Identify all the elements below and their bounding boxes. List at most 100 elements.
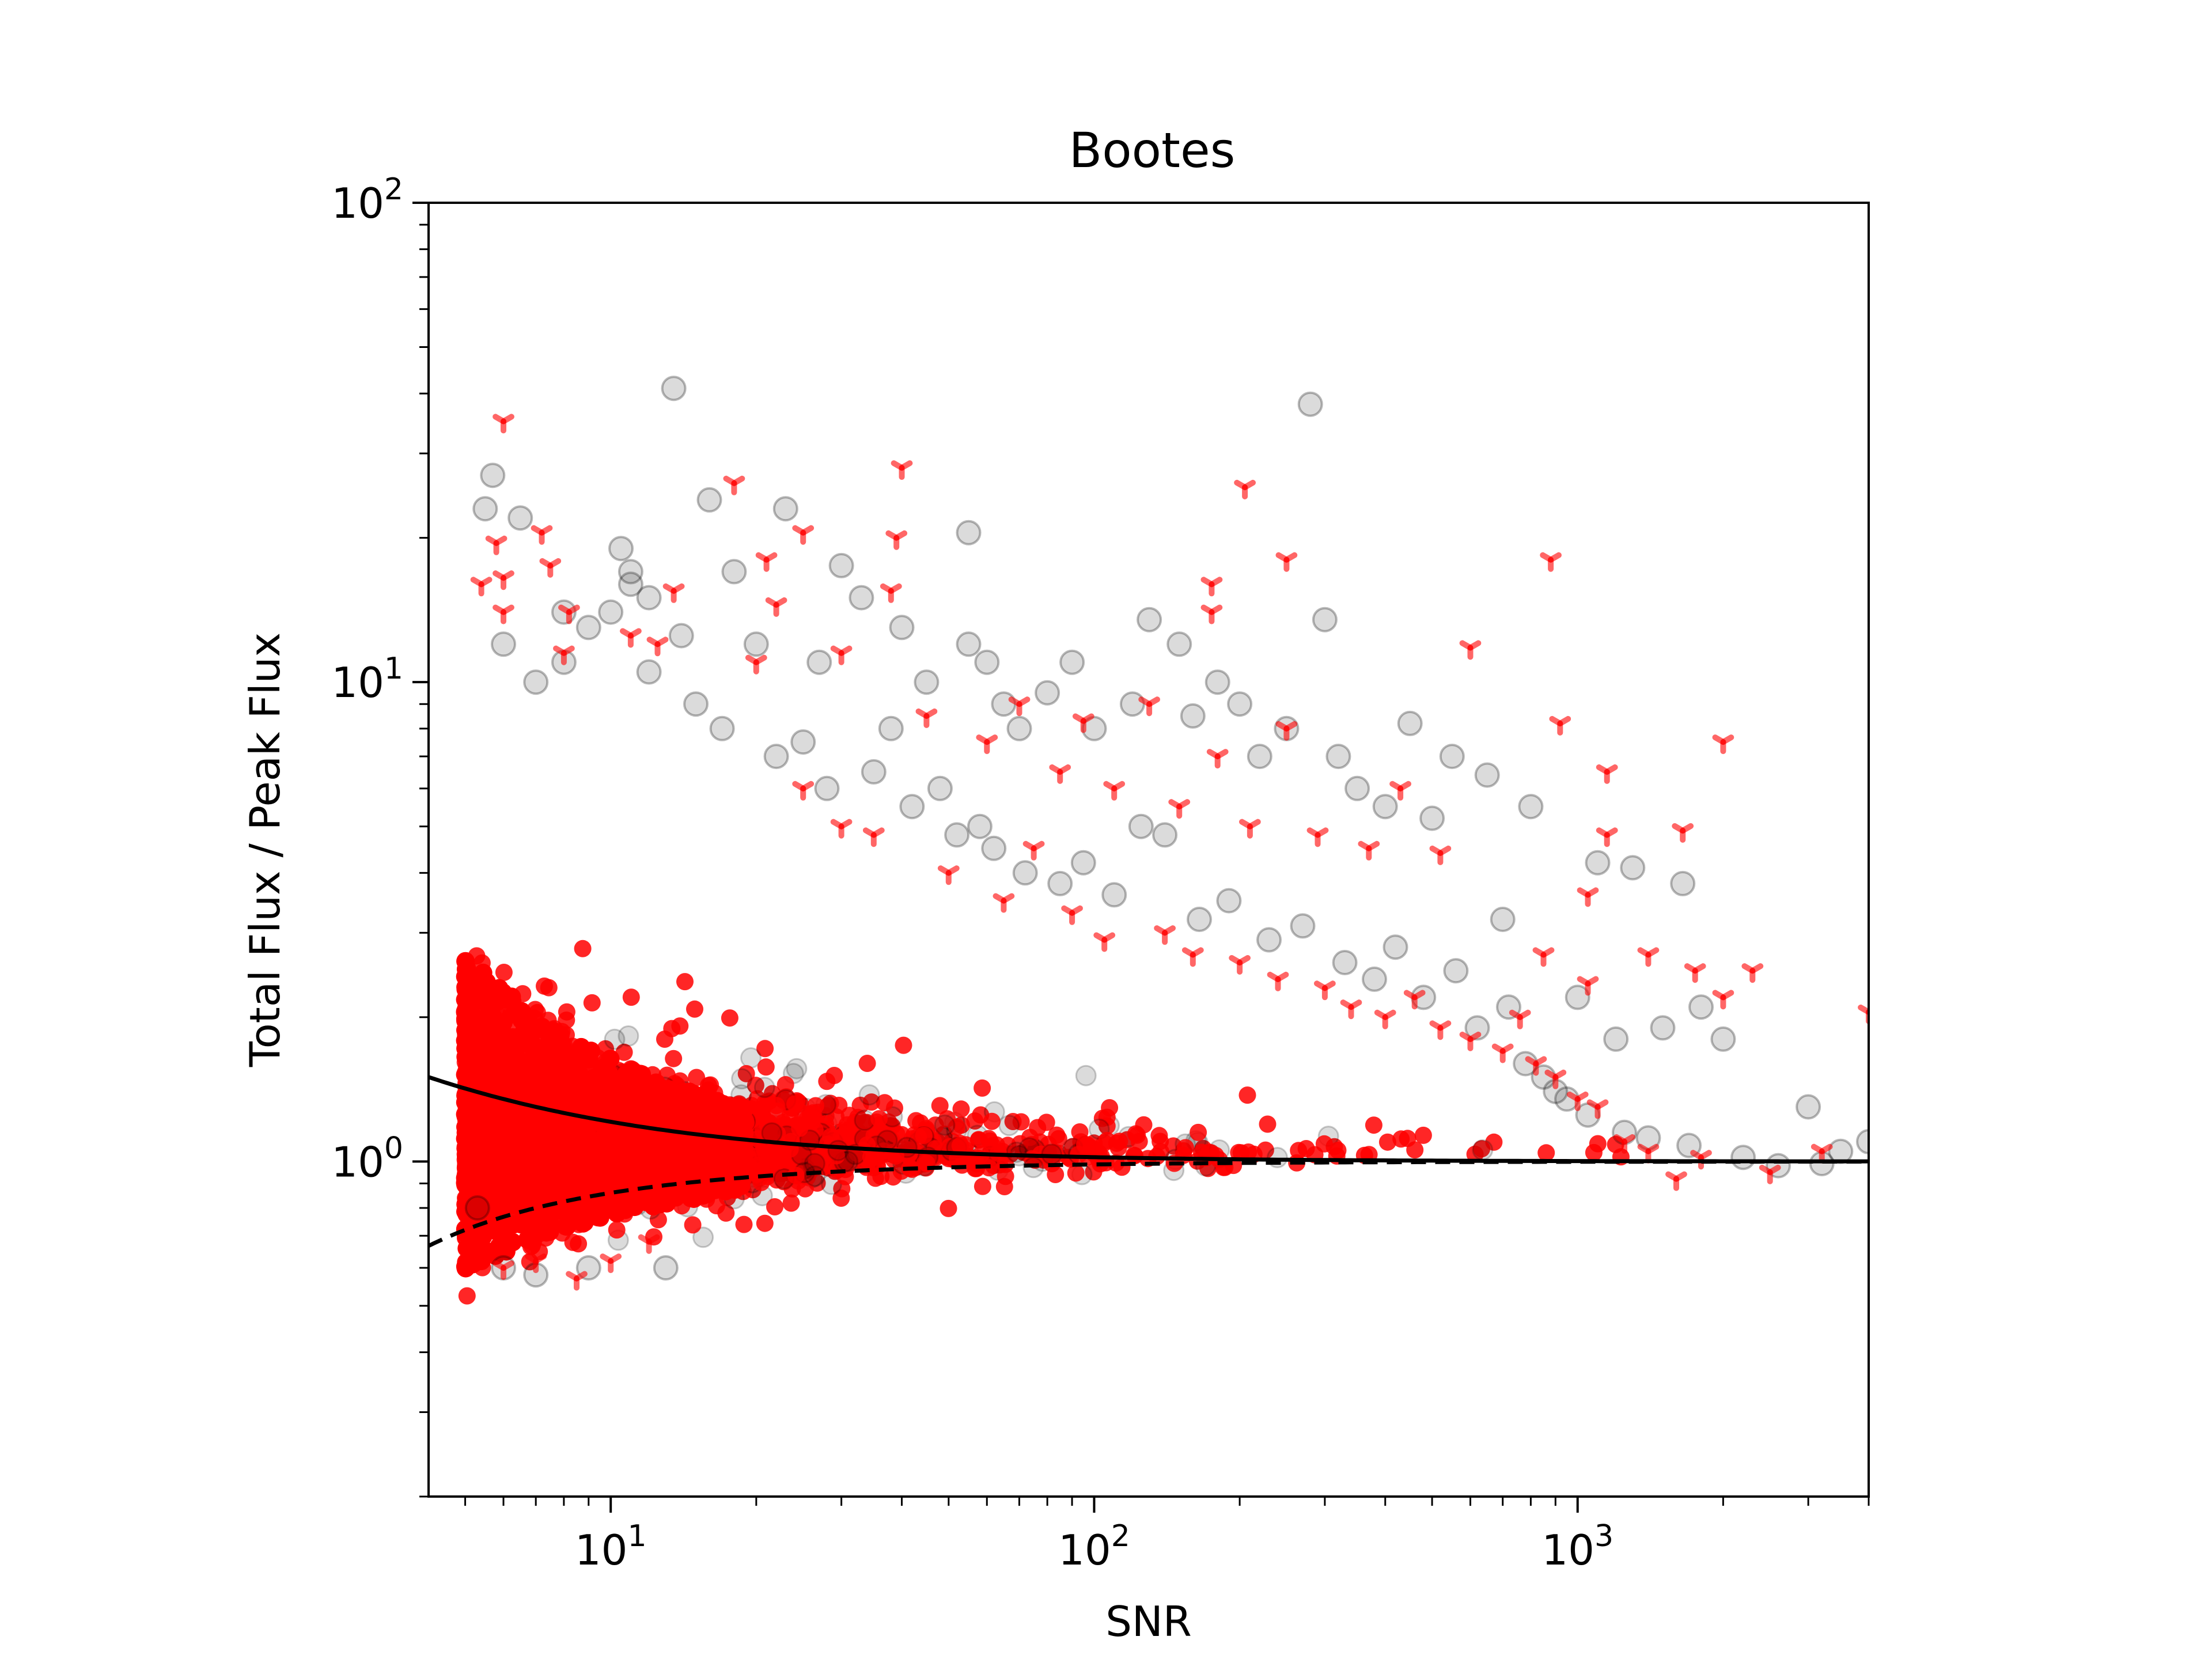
scatter-point-gray bbox=[1439, 744, 1465, 770]
dense-point-gray bbox=[804, 1153, 825, 1175]
scatter-point-gray bbox=[1101, 882, 1127, 908]
dense-point-red bbox=[472, 1118, 491, 1137]
dense-point-red bbox=[686, 1000, 703, 1018]
dense-point-red bbox=[527, 1180, 546, 1198]
dense-point-red bbox=[782, 1194, 800, 1212]
scatter-point-gray bbox=[944, 822, 970, 848]
y-tick-exponent: 1 bbox=[384, 652, 403, 686]
dense-point-red bbox=[599, 1171, 618, 1190]
dense-point-red bbox=[564, 1150, 583, 1169]
dense-point-red bbox=[465, 1145, 484, 1164]
dense-point-red bbox=[615, 1043, 633, 1061]
scatter-point-gray bbox=[1070, 850, 1096, 876]
dense-point-red bbox=[467, 979, 486, 998]
scatter-point-gray bbox=[743, 631, 769, 657]
scatter-point-gray bbox=[1059, 649, 1085, 675]
scatter-point-gray bbox=[618, 571, 643, 597]
scatter-point-gray bbox=[1585, 850, 1611, 876]
dense-point-red bbox=[556, 1178, 575, 1197]
dense-point-red bbox=[459, 1037, 478, 1056]
dense-point-red bbox=[1111, 1132, 1128, 1150]
dense-point-red bbox=[876, 1094, 893, 1112]
dense-point-red bbox=[1392, 1130, 1410, 1148]
dense-point-red bbox=[537, 1223, 556, 1242]
scatter-point-gray bbox=[1490, 907, 1516, 932]
scatter-point-gray bbox=[709, 715, 735, 741]
scatter-point-gray bbox=[1730, 1145, 1756, 1171]
dense-point-red bbox=[573, 1130, 592, 1149]
dense-point-red bbox=[657, 1096, 676, 1114]
scatter-point-gray bbox=[1362, 966, 1387, 992]
scatter-point-gray bbox=[668, 623, 694, 649]
dense-point-red bbox=[474, 1227, 493, 1246]
dense-point-red bbox=[670, 1152, 689, 1171]
dense-point-red bbox=[608, 1221, 626, 1239]
dense-point-red bbox=[872, 1168, 890, 1185]
dense-point-red bbox=[1259, 1115, 1277, 1133]
scatter-point-gray bbox=[696, 487, 722, 513]
dense-point-gray bbox=[858, 1084, 880, 1106]
scatter-point-gray bbox=[956, 631, 982, 657]
scatter-point-gray bbox=[464, 1195, 490, 1221]
dense-point-red bbox=[777, 1076, 794, 1093]
scatter-point-gray bbox=[763, 744, 789, 770]
scatter-point-gray bbox=[491, 631, 516, 657]
dense-point-red bbox=[1485, 1133, 1503, 1151]
dense-point-red bbox=[548, 1033, 567, 1052]
dense-point-red bbox=[630, 1143, 649, 1162]
scatter-point-gray bbox=[1137, 607, 1162, 632]
scatter-point-gray bbox=[1443, 958, 1469, 984]
dense-point-gray bbox=[934, 1114, 956, 1136]
dense-point-red bbox=[862, 1093, 880, 1111]
scatter-point-gray bbox=[636, 659, 662, 685]
x-tick-base: 10 bbox=[1058, 1526, 1111, 1574]
dense-point-red bbox=[1128, 1126, 1146, 1144]
dense-point-red bbox=[694, 1104, 713, 1123]
scatter-point-gray bbox=[899, 794, 925, 820]
dense-point-red bbox=[456, 1123, 475, 1142]
dense-point-red bbox=[676, 973, 694, 991]
dense-point-red bbox=[1585, 1143, 1603, 1161]
dense-point-red bbox=[548, 1055, 567, 1074]
dense-point-red bbox=[940, 1199, 957, 1217]
scatter-point-gray bbox=[1247, 744, 1272, 770]
scatter-point-gray bbox=[1325, 744, 1351, 770]
scatter-point-gray bbox=[1688, 994, 1714, 1020]
dense-point-red bbox=[1011, 1135, 1029, 1153]
scatter-point-gray bbox=[974, 649, 1000, 675]
dense-point-red bbox=[796, 1180, 814, 1198]
scatter-point-gray bbox=[956, 520, 982, 546]
dense-point-red bbox=[931, 1097, 949, 1115]
dense-point-red bbox=[490, 1237, 509, 1256]
scatter-point-gray bbox=[1205, 669, 1230, 695]
scatter-point-gray bbox=[1670, 870, 1696, 896]
plot-area bbox=[427, 202, 1870, 1498]
x-tick-base: 10 bbox=[1541, 1526, 1594, 1574]
dense-point-red bbox=[767, 1097, 785, 1115]
dense-point-red bbox=[806, 1097, 824, 1115]
dense-point-red bbox=[751, 1159, 768, 1177]
dense-point-red bbox=[487, 1177, 506, 1196]
dense-point-red bbox=[983, 1112, 1001, 1130]
dense-point-red bbox=[1098, 1131, 1116, 1149]
scatter-point-gray bbox=[1166, 631, 1192, 657]
x-axis-label: SNR bbox=[1105, 1597, 1192, 1646]
dense-point-gray bbox=[1006, 1141, 1028, 1163]
scatter-point-gray bbox=[575, 615, 601, 641]
dense-point-red bbox=[721, 1009, 738, 1027]
scatter-point-gray bbox=[878, 715, 904, 741]
dense-point-red bbox=[1190, 1123, 1207, 1141]
y-tick-exponent: 0 bbox=[384, 1131, 403, 1165]
scatter-point-gray bbox=[1603, 1026, 1629, 1052]
dense-point-red bbox=[622, 988, 640, 1006]
scatter-point-gray bbox=[472, 496, 498, 522]
scatter-point-gray bbox=[1290, 913, 1316, 939]
dense-point-red bbox=[981, 1132, 999, 1150]
scatter-point-gray bbox=[1344, 775, 1370, 801]
scatter-point-gray bbox=[1180, 703, 1206, 729]
dense-point-red bbox=[558, 1003, 575, 1021]
scatter-point-gray bbox=[1332, 950, 1358, 975]
dense-point-gray bbox=[753, 1077, 775, 1099]
dense-point-red bbox=[747, 1077, 764, 1094]
